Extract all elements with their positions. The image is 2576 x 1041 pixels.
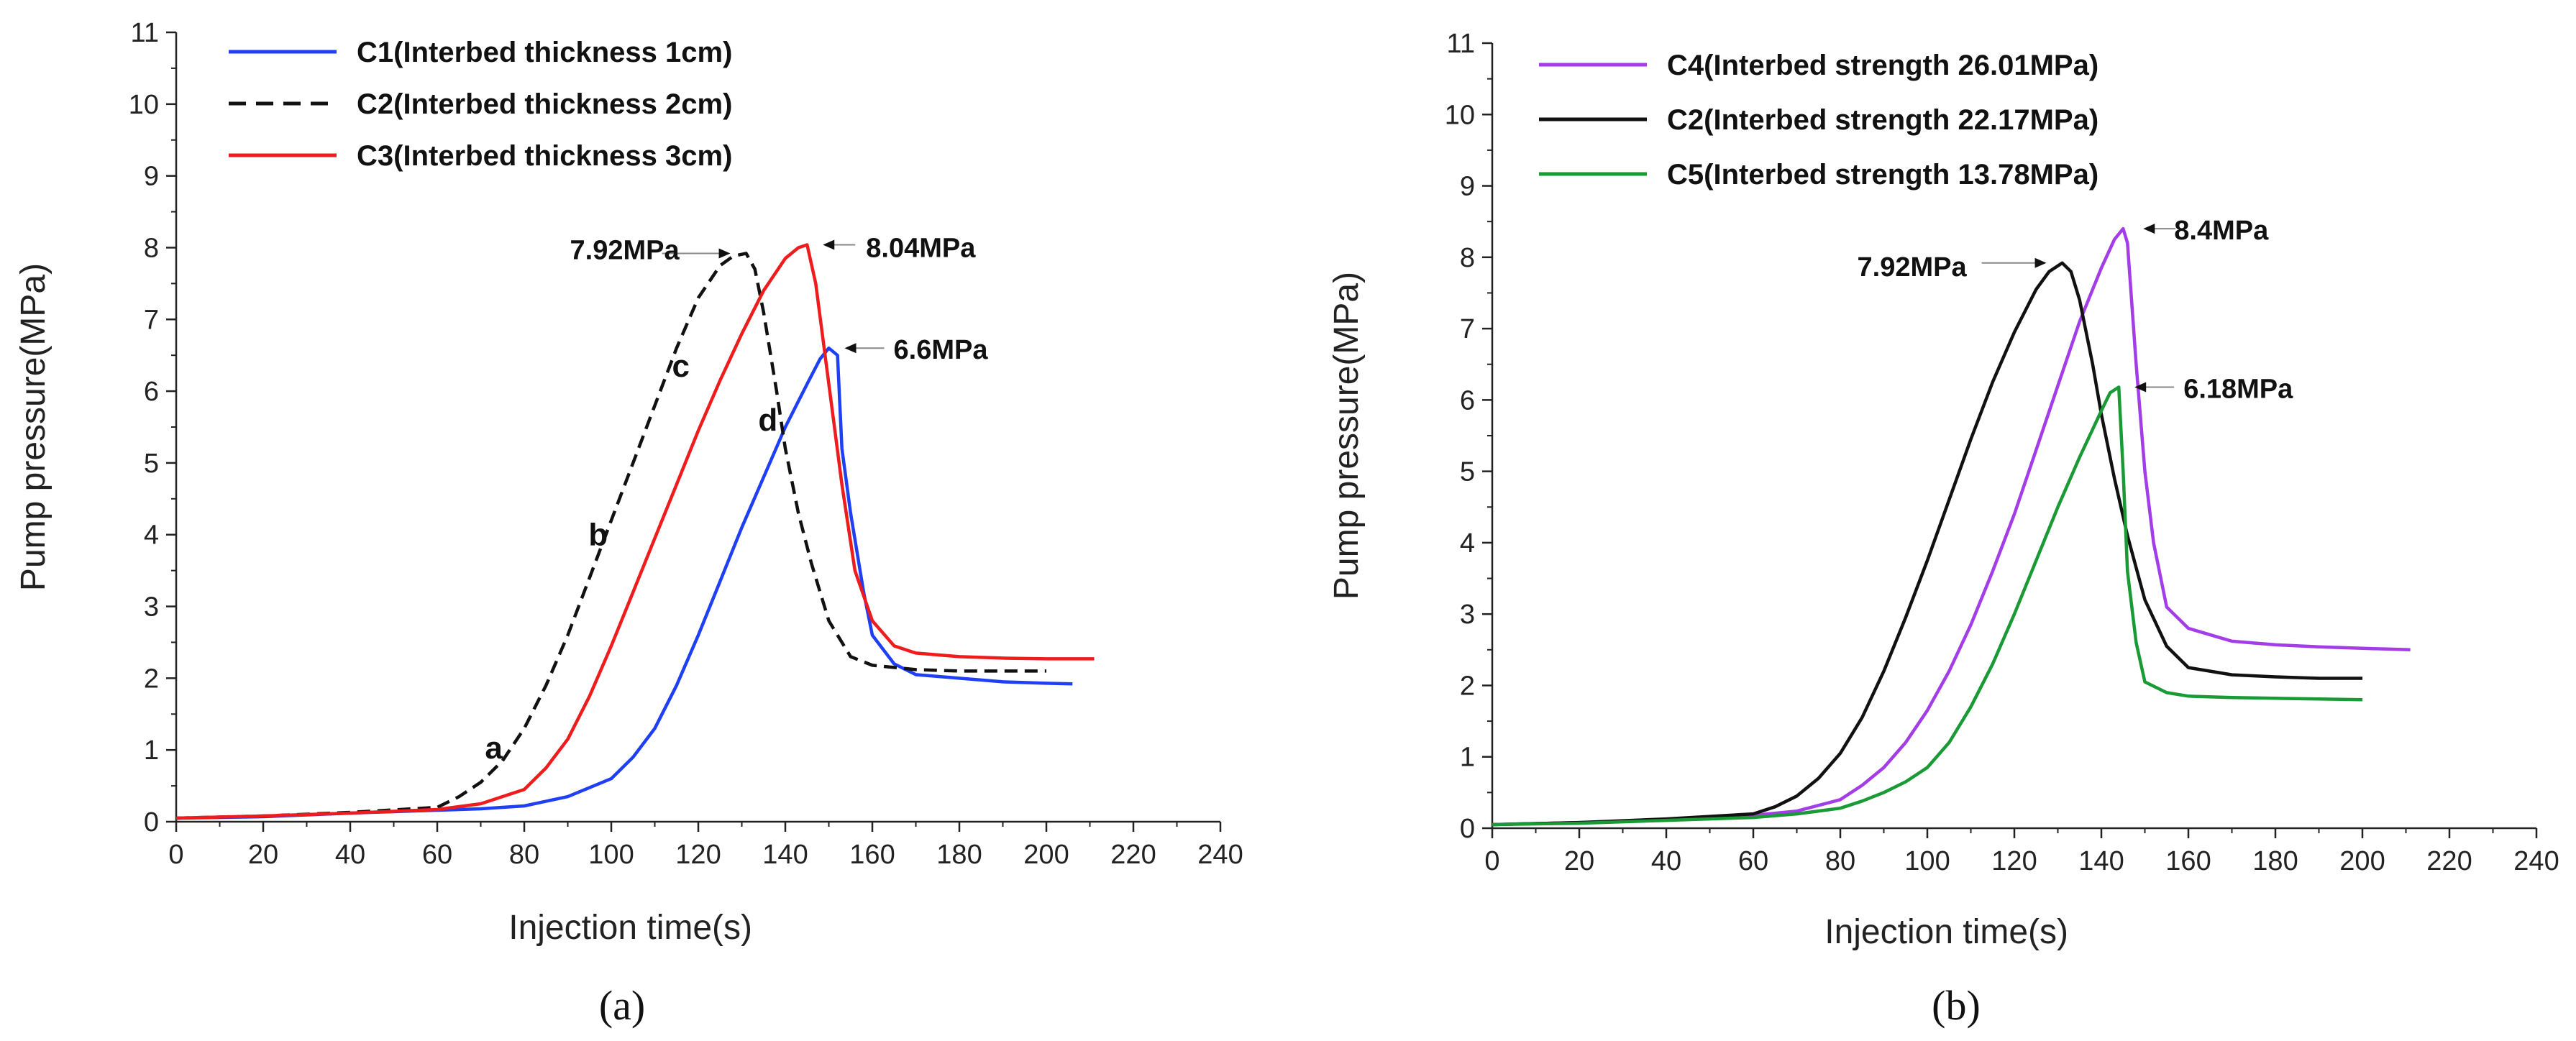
x-tick-label: 120	[1991, 846, 2037, 876]
legend-label-c2: C2(Interbed thickness 2cm)	[357, 88, 732, 120]
annotation-arrowhead	[718, 248, 731, 259]
y-tick-label: 2	[1460, 671, 1475, 701]
y-tick-label: 8	[1460, 243, 1475, 273]
x-axis-title: Injection time(s)	[1824, 913, 2068, 951]
x-tick-label: 240	[1197, 840, 1243, 870]
x-tick-label: 140	[2078, 846, 2124, 876]
y-tick-label: 9	[1460, 172, 1475, 202]
x-tick-label: 100	[1904, 846, 1950, 876]
x-tick-label: 160	[2165, 846, 2211, 876]
y-axis-title: Pump pressure(MPa)	[1328, 272, 1366, 600]
y-tick-label: 6	[144, 377, 159, 407]
series-line-c3	[175, 243, 1095, 820]
peak-annotation: 8.04MPa	[866, 233, 976, 263]
y-tick-label: 11	[1447, 29, 1475, 59]
x-tick-label: 160	[849, 840, 895, 870]
y-tick-label: 3	[144, 592, 159, 623]
y-tick-label: 4	[144, 520, 159, 551]
y-tick-label: 3	[1460, 600, 1475, 630]
x-tick-label: 200	[2339, 846, 2385, 876]
legend-label-c3: C3(Interbed thickness 3cm)	[357, 140, 732, 172]
x-tick-label: 220	[2426, 846, 2472, 876]
annotation-arrowhead	[2034, 257, 2047, 268]
peak-annotation: 7.92MPa	[570, 235, 680, 265]
peak-annotation: 6.6MPa	[894, 335, 989, 365]
point-label-d: d	[758, 403, 777, 438]
y-axis-title: Pump pressure(MPa)	[14, 263, 52, 591]
annotation-arrowhead	[2134, 382, 2147, 393]
series-line-c1	[175, 346, 1073, 820]
series-line-c4	[1492, 226, 2411, 827]
x-tick-label: 180	[936, 840, 982, 870]
x-axis-title: Injection time(s)	[508, 909, 752, 947]
x-tick-label: 200	[1023, 840, 1069, 870]
y-tick-label: 11	[131, 18, 159, 48]
panel-caption: (a)	[599, 982, 645, 1029]
y-tick-label: 2	[144, 664, 159, 694]
legend-label-c2: C2(Interbed strength 22.17MPa)	[1667, 104, 2098, 136]
legend-label-c4: C4(Interbed strength 26.01MPa)	[1667, 50, 2098, 81]
point-label-b: b	[588, 518, 608, 553]
x-tick-label: 180	[2252, 846, 2298, 876]
peak-annotation: 7.92MPa	[1858, 252, 1968, 283]
x-tick-label: 220	[1110, 840, 1156, 870]
annotation-arrowhead	[844, 343, 857, 354]
y-tick-label: 1	[144, 735, 159, 766]
peak-annotation: 8.4MPa	[2174, 216, 2269, 246]
y-tick-label: 6	[1460, 385, 1475, 416]
legend-label-c1: C1(Interbed thickness 1cm)	[357, 37, 732, 68]
point-label-a: a	[485, 730, 503, 766]
y-tick-label: 5	[1460, 457, 1475, 487]
x-tick-label: 80	[509, 840, 539, 870]
x-tick-label: 60	[1738, 846, 1768, 876]
x-tick-label: 100	[588, 840, 634, 870]
y-tick-label: 9	[144, 162, 159, 192]
chart-panel-b: 0 1 2 3 4 5 6 7 8 9 10 11 0 20 40 60 80 100 120 140 160 180 20…	[1328, 29, 2559, 1029]
x-tick-label: 60	[422, 840, 452, 870]
x-tick-label: 80	[1825, 846, 1855, 876]
y-tick-label: 7	[144, 305, 159, 335]
annotation-arrowhead	[823, 239, 835, 250]
x-tick-label: 0	[1484, 846, 1499, 876]
x-tick-label: 120	[675, 840, 721, 870]
annotation-arrowhead	[2143, 224, 2155, 234]
y-tick-label: 7	[1460, 314, 1475, 344]
y-tick-label: 4	[1460, 528, 1475, 559]
y-tick-label: 10	[1445, 100, 1475, 130]
y-tick-label: 8	[144, 233, 159, 263]
x-tick-label: 140	[762, 840, 808, 870]
panel-caption: (b)	[1932, 982, 1981, 1029]
legend-label-c5: C5(Interbed strength 13.78MPa)	[1667, 159, 2098, 191]
point-label-c: c	[672, 349, 690, 384]
series-line-c2	[1492, 261, 2362, 827]
chart-panel-a: 0 1 2 3 4 5 6 7 8 9 10 11 0 20 40 60 80 100 120 140 160 180 20…	[14, 18, 1243, 1029]
x-tick-label: 20	[248, 840, 278, 870]
y-tick-label: 5	[144, 449, 159, 479]
peak-annotation: 6.18MPa	[2183, 374, 2293, 404]
x-tick-label: 40	[1651, 846, 1681, 876]
x-tick-label: 0	[168, 840, 183, 870]
y-tick-label: 0	[1460, 814, 1475, 844]
series-line-c5	[1492, 385, 2363, 827]
y-tick-label: 1	[1460, 743, 1475, 773]
y-tick-label: 10	[129, 90, 159, 120]
y-tick-label: 0	[144, 807, 159, 838]
x-tick-label: 40	[335, 840, 365, 870]
x-tick-label: 20	[1564, 846, 1594, 876]
x-tick-label: 240	[2513, 846, 2559, 876]
